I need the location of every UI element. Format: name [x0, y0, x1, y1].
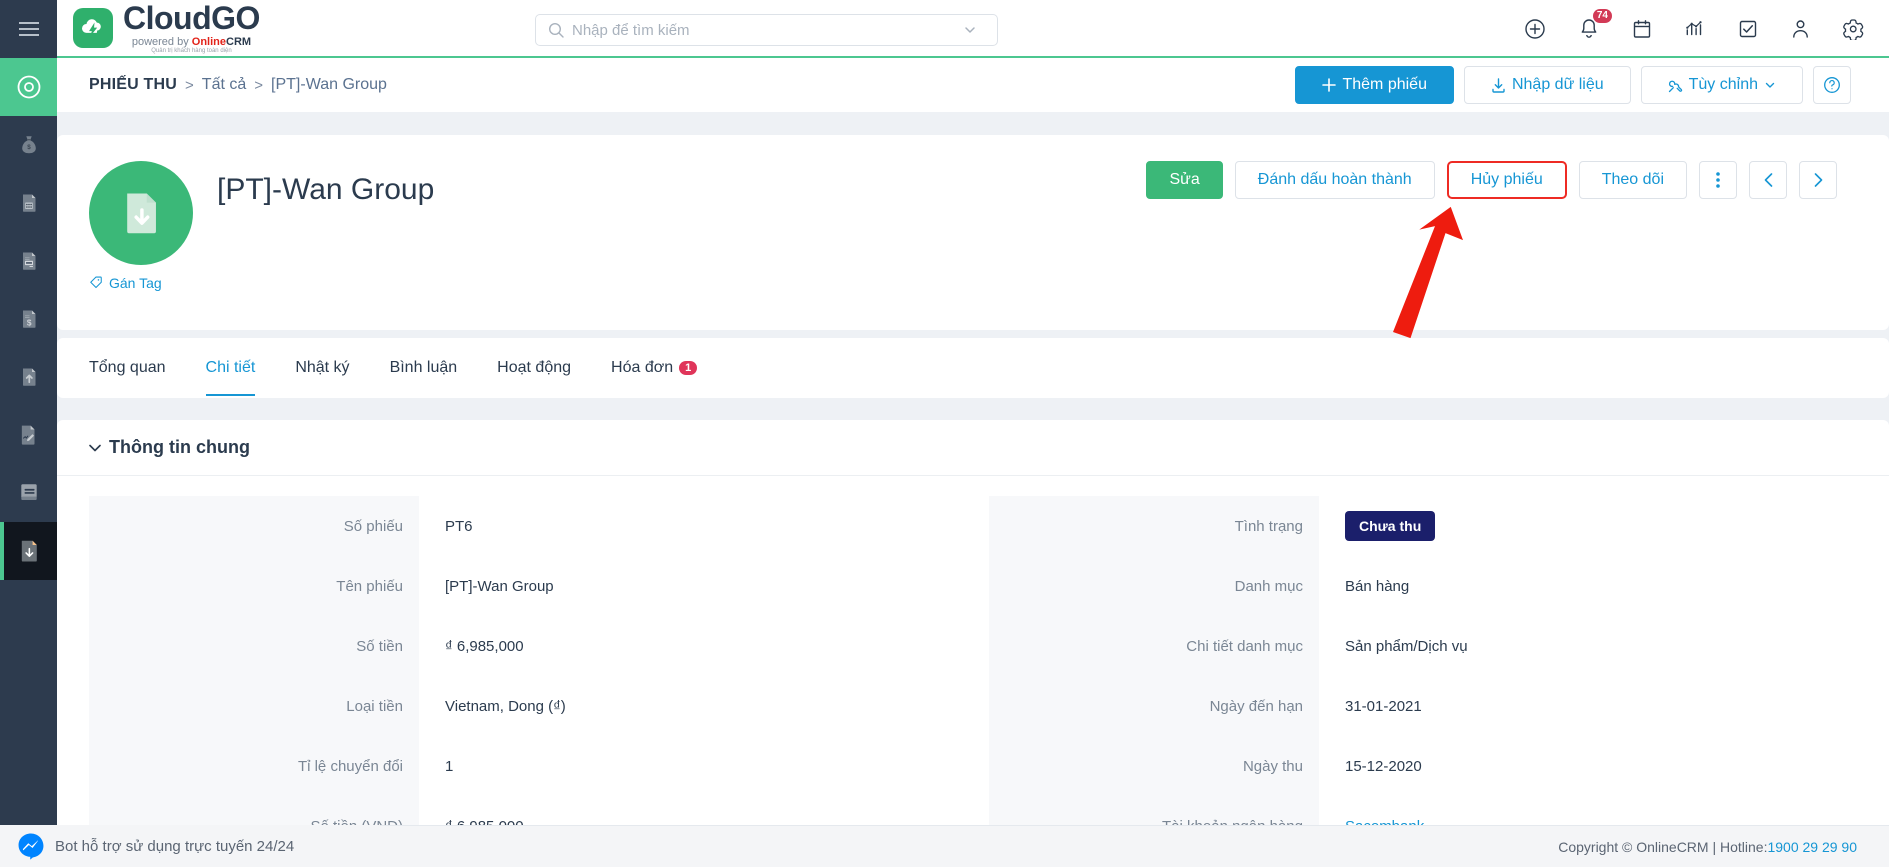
svg-text:$: $	[26, 317, 31, 327]
svg-text:$: $	[27, 144, 31, 151]
